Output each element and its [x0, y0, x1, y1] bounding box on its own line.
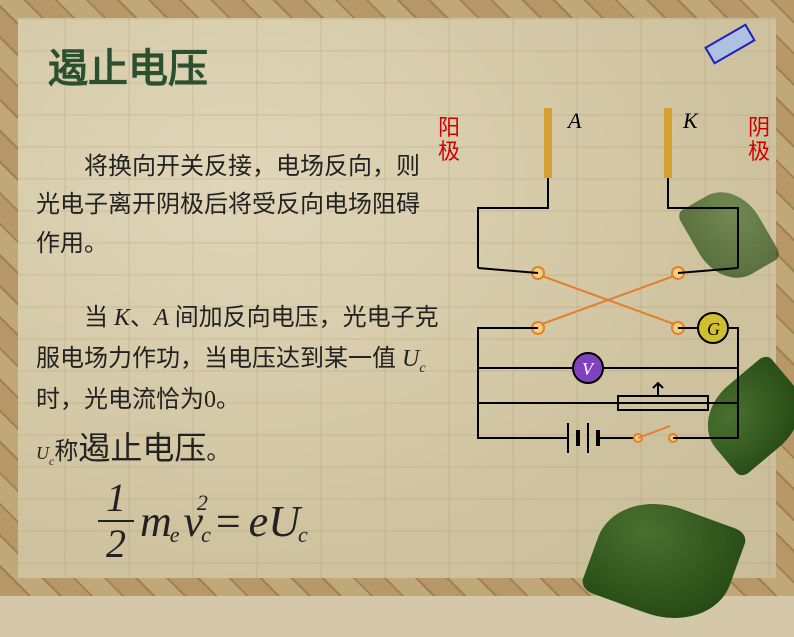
sub-c: c [419, 361, 425, 376]
wire [678, 328, 738, 438]
equals: = [216, 496, 241, 547]
numerator: 1 [98, 478, 134, 518]
circuit-diagram: 阳极 阴极 A K [438, 78, 778, 458]
circuit-svg: A K G [438, 78, 778, 458]
cathode-label: 阴极 [748, 116, 772, 164]
var-K: K [114, 305, 130, 331]
label-G: G [707, 319, 720, 339]
wire [478, 328, 538, 438]
var-e: e [249, 496, 269, 547]
formula-kinetic-energy: 1 2 m e v c 2 = e U c [98, 478, 312, 564]
slide-content: 遏止电压 将换向开关反接，电场反向，则光电子离开阴极后将受反向电场阻碍作用。 当… [18, 18, 776, 578]
light-source-icon [704, 23, 756, 64]
fraction: 1 2 [98, 478, 134, 564]
text: 。 [206, 439, 230, 465]
var-Uc: U [36, 443, 49, 463]
paragraph-1: 将换向开关反接，电场反向，则光电子离开阴极后将受反向电场阻碍作用。 [36, 148, 436, 263]
label-K: K [682, 108, 699, 133]
emphasized-term: 遏止电压 [78, 430, 206, 466]
sub-c: c [201, 522, 211, 548]
var-U: U [268, 496, 300, 547]
switch-blade [638, 426, 670, 438]
text: 当 [84, 305, 114, 331]
wire [668, 178, 738, 268]
sub-c: c [298, 522, 308, 548]
denominator: 2 [98, 524, 134, 564]
wire [478, 178, 548, 268]
slide-title: 遏止电压 [48, 36, 208, 94]
var-A: A [154, 305, 169, 331]
sup-2: 2 [197, 490, 208, 516]
text: 称 [54, 439, 78, 465]
var-m: m [140, 496, 172, 547]
rheostat-slider [653, 383, 663, 396]
var-Uc: U [402, 346, 419, 372]
anode-label: 阳极 [438, 116, 462, 164]
sub-e: e [170, 522, 180, 548]
wire [478, 268, 538, 273]
text: 、 [130, 305, 154, 331]
text: 时，光电流恰为0。 [36, 387, 240, 413]
paragraph-2: 当 K、A 间加反向电压，光电子克服电场力作功，当电压达到某一值 Uc 时，光电… [36, 298, 446, 476]
label-A: A [566, 108, 582, 133]
wire [678, 268, 738, 273]
